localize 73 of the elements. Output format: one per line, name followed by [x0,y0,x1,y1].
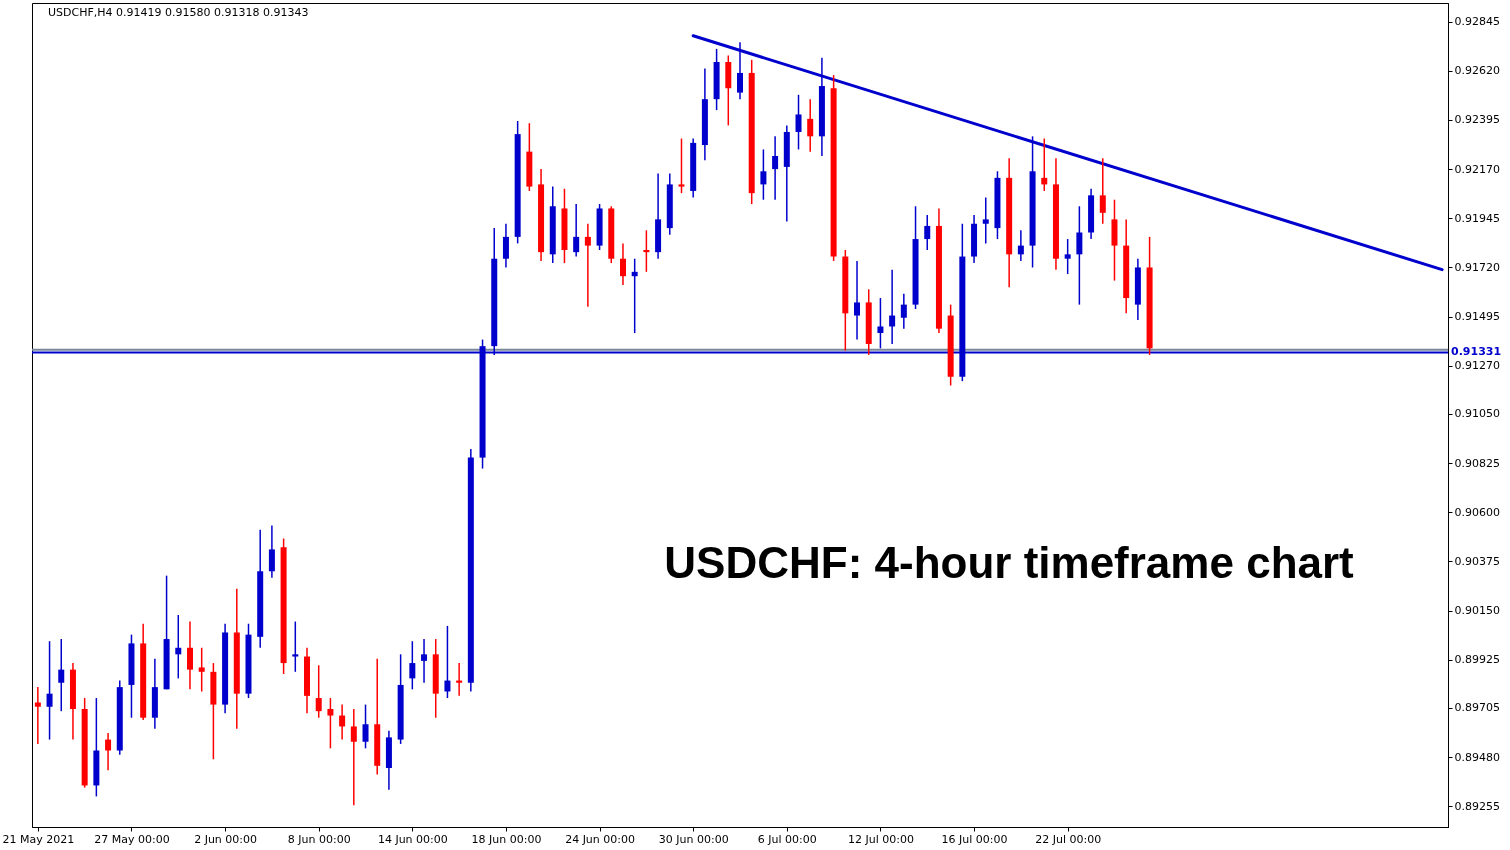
candlestick [854,260,861,341]
y-tick-label: 0.89925 [1454,653,1500,667]
candlestick [327,697,334,750]
candlestick [1041,137,1048,192]
candlestick [34,686,41,745]
candlestick [1076,205,1083,306]
candlestick [643,229,650,273]
y-tick-label: 0.89480 [1454,750,1500,764]
candlestick [46,640,53,741]
candlestick [350,708,357,806]
y-tick-label: 0.92620 [1454,64,1500,78]
x-tick-label: 30 Jun 00:00 [658,832,729,846]
candlestick [268,524,275,579]
candlestick [1017,229,1024,262]
candlestick [807,98,814,153]
x-tick-label: 2 Jun 00:00 [194,832,258,846]
y-tick-label: 0.90150 [1454,604,1500,618]
candlestick [198,647,205,693]
x-tick-label: 6 Jul 00:00 [757,832,817,846]
y-tick-label: 0.90600 [1454,505,1500,519]
candlestick [175,614,182,680]
candlestick [584,223,591,308]
annotation: USDCHF: 4-hour timeframe chart [664,538,1355,587]
candlestick [678,137,685,194]
x-tick-label: 27 May 00:00 [94,832,170,846]
candlestick [619,242,626,286]
candlestick [409,640,416,691]
y-tick-label: 0.90825 [1454,456,1500,470]
candlestick [795,94,802,151]
candlestick [502,223,509,269]
candlestick [877,297,884,350]
y-tick-label: 0.92395 [1454,113,1500,127]
y-tick-label: 0.91495 [1454,310,1500,324]
y-tick-label: 0.92170 [1454,162,1500,176]
y-tick-label: 0.89705 [1454,701,1500,715]
candlestick [573,203,580,258]
y-tick-label: 0.91945 [1454,211,1500,225]
candlestick [444,625,451,699]
x-tick-label: 8 Jun 00:00 [287,832,351,846]
candlestick [186,620,193,691]
candlestick [421,638,428,684]
candlestick [900,292,907,330]
x-tick-label: 21 May 2021 [2,832,75,846]
x-tick-label: 12 Jul 00:00 [847,832,914,846]
y-tick-label: 0.91720 [1454,260,1500,274]
x-tick-label: 18 Jun 00:00 [471,832,542,846]
x-tick-label: 16 Jul 00:00 [941,832,1008,846]
candlestick [339,703,346,741]
chart-title: USDCHF,H4 0.91419 0.91580 0.91318 0.91343 [48,6,309,19]
candlestick [737,41,743,100]
candlestick [292,620,299,673]
candlestick [982,196,989,245]
candlestick [58,638,65,712]
candlestick [1064,238,1071,275]
candlestick [315,664,322,719]
y-tick-label: 0.90375 [1454,554,1500,568]
x-tick-label: 14 Jun 00:00 [377,832,448,846]
ref-line-label: 0.91331 [1451,345,1502,359]
y-tick-label: 0.91270 [1454,359,1500,373]
candlestick [760,148,767,201]
y-tick-label: 0.89255 [1454,799,1500,813]
y-tick-label: 0.91050 [1454,407,1500,421]
y-tick-label: 0.92845 [1454,15,1500,29]
candlestick [889,268,896,345]
candlestick [105,732,112,771]
x-tick-label: 24 Jun 00:00 [565,832,636,846]
candlestick [772,135,779,201]
candlestick [924,214,931,251]
candlestick [456,662,463,697]
candlestick [362,703,369,750]
x-tick-label: 22 Jul 00:00 [1035,832,1102,846]
candlestick [1099,157,1106,225]
candlestick [631,257,638,334]
